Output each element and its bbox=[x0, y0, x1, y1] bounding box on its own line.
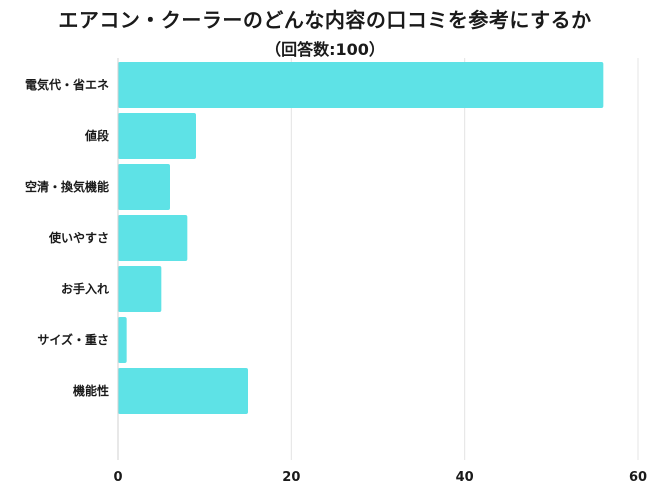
bar-5 bbox=[118, 266, 162, 312]
bar-7 bbox=[118, 368, 248, 414]
x-tick-label-40: 40 bbox=[456, 470, 474, 485]
chart-subtitle: （回答数:100） bbox=[265, 40, 385, 59]
category-label-7: 機能性 bbox=[73, 383, 109, 398]
bar-2 bbox=[118, 113, 196, 159]
chart-title: エアコン・クーラーのどんな内容の口コミを参考にするか bbox=[58, 8, 592, 32]
bar-1 bbox=[118, 62, 604, 108]
category-label-3: 空清・換気機能 bbox=[25, 179, 109, 194]
x-tick-labels: 0 20 40 60 bbox=[113, 470, 647, 485]
grid-lines bbox=[290, 58, 639, 460]
bar-3 bbox=[118, 164, 170, 210]
bar-6 bbox=[118, 317, 127, 363]
category-label-4: 使いやすさ bbox=[48, 230, 109, 245]
x-tick-label-20: 20 bbox=[282, 470, 300, 485]
category-label-5: お手入れ bbox=[61, 281, 109, 296]
x-tick-label-60: 60 bbox=[629, 470, 647, 485]
x-tick-label-0: 0 bbox=[113, 470, 122, 485]
category-label-2: 値段 bbox=[84, 128, 110, 143]
category-label-1: 電気代・省エネ bbox=[25, 77, 109, 92]
category-label-6: サイズ・重さ bbox=[37, 332, 109, 347]
bars bbox=[118, 62, 604, 414]
bar-4 bbox=[118, 215, 188, 261]
